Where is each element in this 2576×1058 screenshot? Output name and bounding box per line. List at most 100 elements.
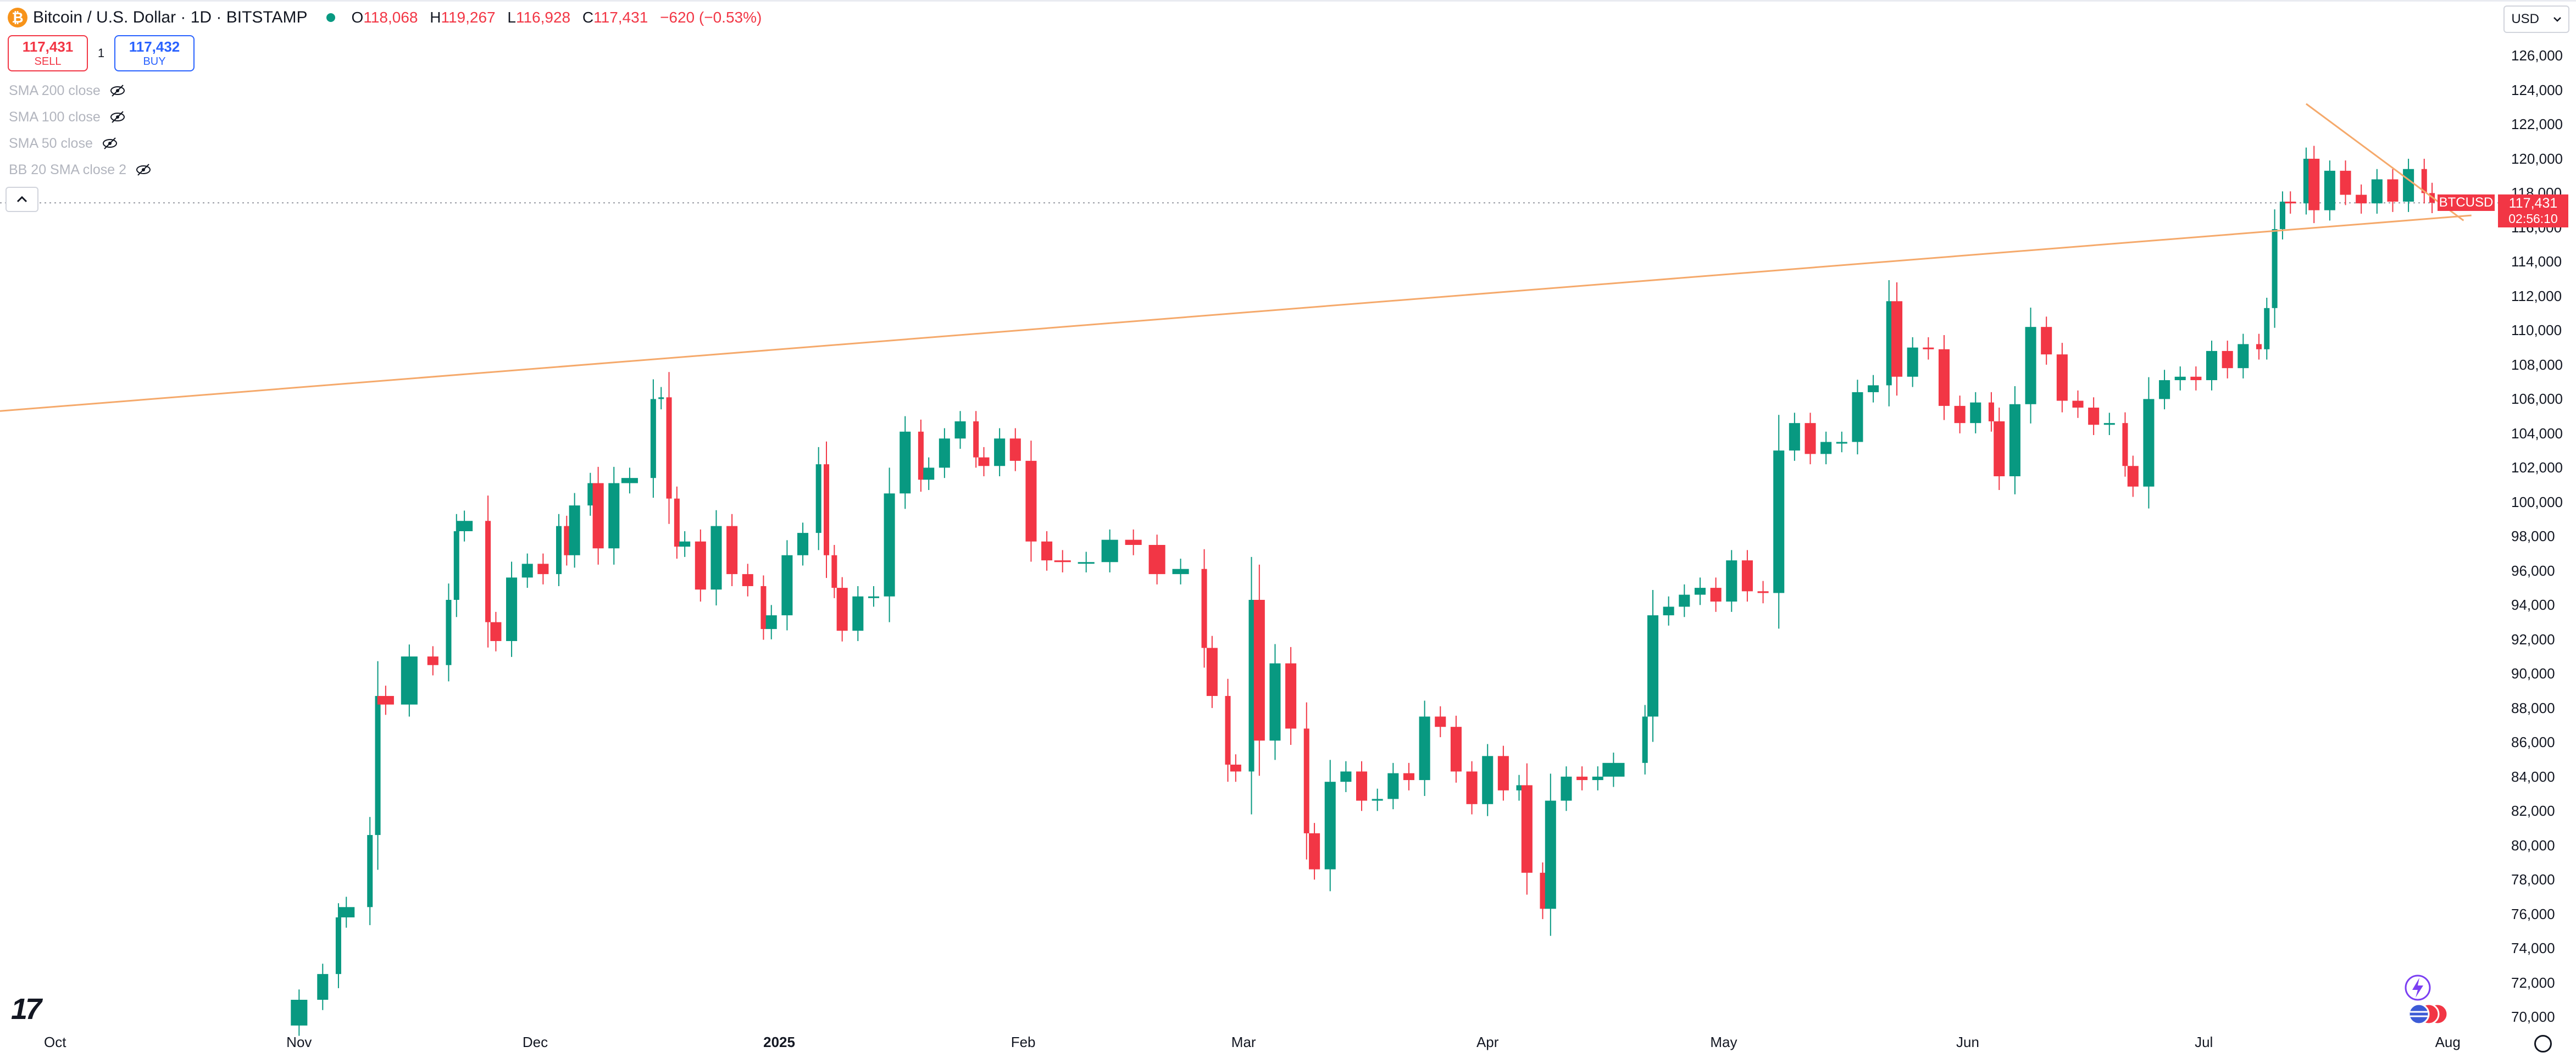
candle <box>1868 385 1879 392</box>
candle <box>506 577 518 641</box>
candle <box>918 431 924 480</box>
indicator-label: SMA 50 close <box>9 135 93 151</box>
gear-icon[interactable] <box>2534 1035 2552 1053</box>
candle <box>335 917 341 975</box>
flags-icon[interactable] <box>2408 1003 2449 1025</box>
price-tick-label: 96,000 <box>2511 562 2555 579</box>
price-tick-label: 84,000 <box>2511 768 2555 785</box>
symbol-title[interactable]: Bitcoin / U.S. Dollar · 1D · BITSTAMP <box>33 8 308 26</box>
candle <box>1710 588 1722 602</box>
quantity-field[interactable]: 1 <box>97 46 105 60</box>
candle <box>2072 400 2084 408</box>
candle <box>1403 773 1415 781</box>
close-value: 117,431 <box>593 9 648 26</box>
indicator-sma50[interactable]: SMA 50 close <box>9 135 118 152</box>
price-tick-label: 80,000 <box>2511 837 2555 854</box>
price-tick-label: 82,000 <box>2511 803 2555 820</box>
candle <box>2143 399 2155 487</box>
candle <box>1309 833 1320 870</box>
price-tick-label: 70,000 <box>2511 1009 2555 1026</box>
candle <box>1435 716 1446 727</box>
candle <box>1836 442 1847 444</box>
candle <box>1387 773 1399 799</box>
candle <box>666 397 672 499</box>
eye-crossed-icon[interactable] <box>109 109 126 125</box>
candle <box>1172 569 1189 575</box>
candle <box>1078 562 1095 564</box>
close-label: C <box>582 9 594 26</box>
lightning-icon[interactable] <box>2405 975 2431 1001</box>
candle <box>1647 615 1659 717</box>
price-tick-label: 88,000 <box>2511 699 2555 716</box>
eye-crossed-icon[interactable] <box>102 135 118 152</box>
candle <box>1891 301 1903 377</box>
candle <box>650 399 656 478</box>
collapse-legend-button[interactable] <box>5 187 38 212</box>
indicator-sma100[interactable]: SMA 100 close <box>9 109 126 125</box>
candle <box>1789 423 1800 451</box>
candle <box>2041 327 2052 355</box>
candle <box>1938 349 1950 406</box>
candle <box>1561 776 1572 801</box>
candle <box>1025 460 1037 542</box>
candle <box>537 564 549 575</box>
buy-button[interactable]: 117,432 BUY <box>114 35 195 71</box>
candle <box>1516 785 1522 790</box>
candle <box>569 505 580 555</box>
indicator-bb20[interactable]: BB 20 SMA close 2 <box>9 162 152 178</box>
eye-crossed-icon[interactable] <box>109 82 126 99</box>
candle <box>485 521 491 622</box>
candle <box>1340 771 1352 782</box>
candle <box>1954 405 1966 424</box>
candle <box>1694 588 1706 595</box>
sell-price: 117,431 <box>22 38 74 55</box>
price-tick-label: 72,000 <box>2511 974 2555 991</box>
sell-button[interactable]: 117,431 SELL <box>8 35 88 71</box>
candle <box>1994 421 2005 477</box>
candle <box>1820 442 1832 454</box>
time-tick-label: 2025 <box>763 1034 795 1050</box>
candle <box>2256 344 2262 349</box>
candle <box>1101 539 1118 563</box>
price-tick-label: 124,000 <box>2511 81 2563 98</box>
candle <box>1988 402 1994 422</box>
candle <box>674 498 680 547</box>
candle <box>923 467 935 480</box>
candle <box>2285 202 2296 204</box>
bar-countdown: 02:56:10 <box>2508 211 2558 226</box>
candle <box>1642 716 1648 763</box>
candle <box>2222 350 2233 369</box>
candle <box>592 483 604 549</box>
price-tick-label: 110,000 <box>2511 322 2562 339</box>
candle <box>1521 785 1533 873</box>
last-price-tag: 117,431 02:56:10 <box>2498 194 2568 227</box>
open-label: O <box>351 9 364 26</box>
price-tick-label: 112,000 <box>2511 287 2562 304</box>
indicator-sma200[interactable]: SMA 200 close <box>9 82 126 99</box>
candle <box>2264 308 2270 349</box>
candle <box>1497 756 1509 790</box>
time-tick-label: Aug <box>2435 1034 2461 1050</box>
eye-crossed-icon[interactable] <box>135 162 152 178</box>
candle <box>556 526 562 575</box>
sell-label: SELL <box>34 55 62 68</box>
candle <box>2308 158 2320 210</box>
price-tick-label: 86,000 <box>2511 734 2555 751</box>
candle <box>2371 179 2383 204</box>
candle <box>1663 606 1674 616</box>
candle <box>2324 170 2335 210</box>
candle <box>978 457 990 466</box>
candle <box>291 1000 308 1026</box>
candle <box>1576 776 1588 781</box>
time-tick-label: Oct <box>44 1034 66 1050</box>
last-price-value: 117,431 <box>2508 196 2558 211</box>
indicator-label: BB 20 SMA close 2 <box>9 162 127 177</box>
trendline[interactable] <box>0 214 2472 412</box>
trendline[interactable] <box>2306 103 2464 221</box>
currency-select[interactable]: USD <box>2503 5 2569 33</box>
tradingview-logo[interactable]: 17 <box>11 993 42 1026</box>
candle <box>823 464 830 555</box>
candle <box>1009 438 1021 461</box>
candle <box>2272 229 2278 308</box>
